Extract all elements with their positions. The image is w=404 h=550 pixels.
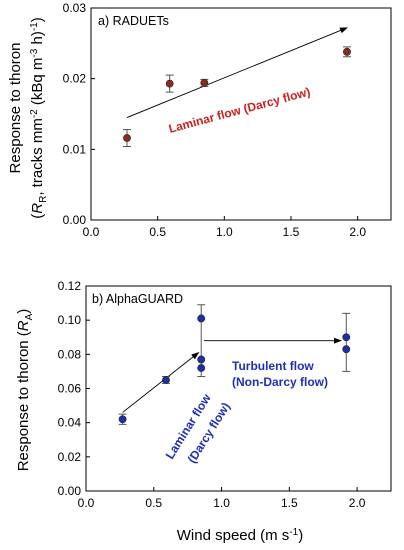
panel-b-data-point [197, 364, 206, 372]
panel-b-ytick-label: 0.02 [58, 450, 82, 464]
panel-b-ytick-label: 0.12 [58, 279, 82, 293]
panel-b-xtick-label: 0.0 [78, 496, 95, 510]
panel-b-data-point [342, 333, 351, 342]
panel-b-xtick-label: 1.0 [213, 496, 230, 510]
panel-b-ylabel: Response to thoron (RA) [15, 309, 35, 472]
panel-a-plot-frame [90, 7, 392, 221]
panel-b-title: b) AlphaGUARD [92, 292, 183, 306]
panel-b-data-point [197, 314, 206, 323]
panel-b-data-point [162, 376, 170, 384]
panel-b-ytick-label: 0.00 [58, 484, 82, 498]
panel-b-xtick-label: 1.5 [281, 496, 298, 510]
panel-b-ytick-label: 0.08 [58, 347, 82, 361]
panel-b-ytick-label: 0.04 [58, 416, 82, 430]
panel-a-title: a) RADUETs [98, 14, 169, 28]
panel-b-error-bar [342, 312, 351, 372]
panel-a-ytick-label: 0.03 [63, 1, 87, 15]
panel-a-xtick-label: 0.5 [149, 225, 166, 239]
panel-b-xtick-label: 0.5 [145, 496, 162, 510]
panel-a-ytick-label: 0.02 [63, 72, 87, 86]
panel-b-turbulent-flow-label: Turbulent flow [232, 359, 314, 373]
panel-a-xtick-label: 1.5 [283, 225, 300, 239]
panel-b-data-point [342, 345, 351, 354]
panel-a-data-point [165, 79, 174, 88]
panel-a-data-point [200, 79, 209, 87]
panel-a-ytick-label: 0.01 [63, 142, 87, 156]
panel-b-data-point [118, 415, 127, 424]
panel-b-alphaguard: b) AlphaGUARD 0.0 0.5 1.0 1.5 2.0 0.00 0.02 0.0… [15, 279, 392, 544]
panel-a-ylabel-line1: Response to thoron [7, 43, 24, 174]
panel-a-trend-arrow [126, 27, 348, 118]
panel-a-data-point [123, 134, 131, 142]
panel-b-data-point [197, 355, 206, 364]
panel-a-xtick-label: 2.0 [349, 225, 366, 239]
panel-a-ylabel-line2: (RR, tracks mm-2 (kBq m-3 h)-1) [29, 17, 49, 219]
panel-b-ytick-label: 0.10 [58, 313, 82, 327]
panel-a-raduets: a) RADUETs 0.0 0.5 1.0 1.5 2.0 0.00 0.01 0.02 0.… [7, 1, 392, 239]
panel-a-xtick-label: 0.0 [83, 225, 100, 239]
panel-b-xlabel: Wind speed (m s-1) [177, 527, 303, 544]
panel-a-xtick-label: 1.0 [216, 225, 233, 239]
panel-b-xtick-label: 2.0 [349, 496, 366, 510]
panel-b-ytick-label: 0.06 [58, 382, 82, 396]
panel-b-trend-arrow [122, 352, 200, 413]
panel-b-non-darcy-flow-label: (Non-Darcy flow) [232, 375, 328, 389]
panel-a-ytick-label: 0.00 [63, 213, 87, 227]
panel-a-data-point [343, 47, 351, 56]
